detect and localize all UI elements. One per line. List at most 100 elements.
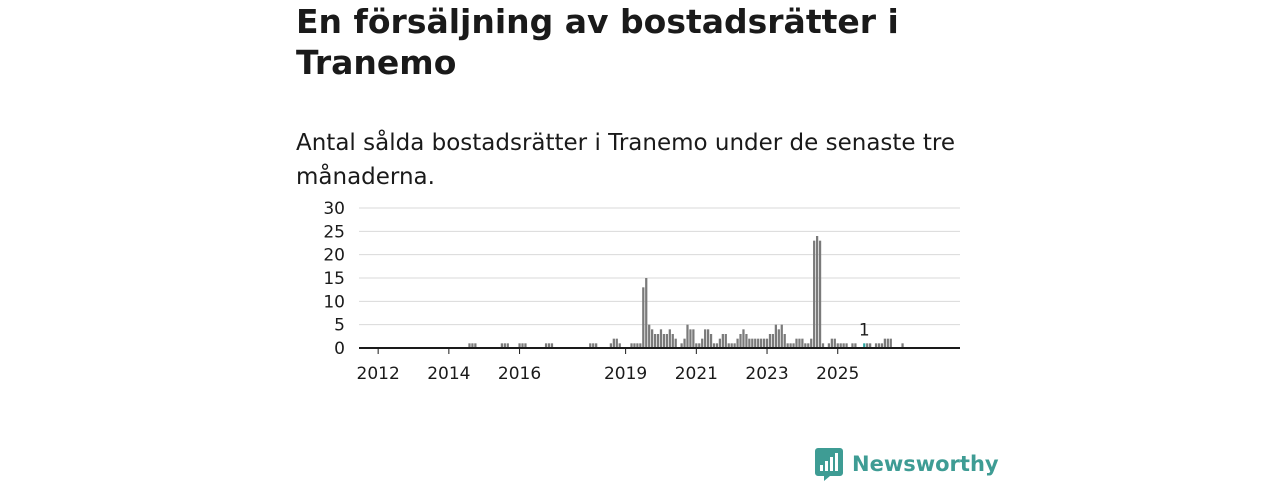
bar (813, 240, 816, 348)
bar (701, 338, 704, 348)
bar (798, 338, 801, 348)
bar (830, 338, 833, 348)
x-tick-label: 2014 (427, 364, 470, 384)
bar (544, 343, 548, 348)
bar (745, 334, 748, 348)
bar (592, 343, 595, 348)
bar (833, 338, 836, 348)
y-tick-label: 20 (323, 246, 345, 266)
x-tick-label: 2025 (816, 364, 859, 384)
y-tick-label: 5 (334, 316, 345, 336)
bar (618, 343, 621, 348)
bar (827, 343, 831, 348)
bar (877, 343, 881, 348)
bar (712, 343, 716, 348)
bar (736, 338, 739, 348)
bar (665, 334, 668, 348)
bar (609, 343, 613, 348)
bar (521, 343, 524, 348)
bar (689, 329, 692, 348)
bar (659, 329, 663, 348)
bar (715, 343, 719, 348)
bar (795, 338, 798, 348)
bar (739, 334, 742, 348)
bar (547, 343, 551, 348)
bar (686, 324, 689, 348)
bar (821, 343, 825, 348)
bar (692, 329, 695, 348)
bar (648, 324, 651, 348)
bar (751, 338, 754, 348)
bar (818, 240, 822, 348)
bar (886, 338, 889, 348)
highlighted-bar (863, 343, 866, 348)
bar (500, 343, 504, 348)
bar (468, 343, 471, 348)
bar (615, 338, 618, 348)
bar (683, 338, 686, 348)
bar (807, 343, 810, 348)
bar (874, 343, 878, 348)
bar (786, 343, 789, 348)
y-tick-label: 25 (323, 222, 345, 242)
y-tick-label: 30 (323, 199, 345, 219)
y-tick-label: 15 (323, 269, 345, 289)
bar (706, 329, 710, 348)
bar (869, 343, 872, 348)
bar (780, 324, 783, 348)
bar (656, 334, 660, 348)
x-tick-label: 2019 (604, 364, 647, 384)
bar (733, 343, 736, 348)
bar (842, 343, 845, 348)
bar (765, 338, 769, 348)
newsworthy-logo-icon (815, 448, 843, 481)
bar (503, 343, 506, 348)
bar (727, 343, 730, 348)
bar (774, 324, 777, 348)
bar (883, 338, 886, 348)
bar (695, 343, 698, 348)
bar (768, 334, 772, 348)
bar (595, 343, 598, 348)
bar (851, 343, 854, 348)
bar (783, 334, 786, 348)
bar (471, 343, 474, 348)
bar (901, 343, 904, 348)
bar (718, 338, 722, 348)
brand-logo: Newsworthy (815, 446, 999, 482)
bar (589, 343, 592, 348)
bar (866, 343, 869, 348)
bar (518, 343, 521, 348)
bar (754, 338, 757, 348)
bar (674, 338, 677, 348)
bar (801, 338, 804, 348)
bar (815, 236, 819, 348)
bar (653, 334, 657, 348)
brand-name: Newsworthy (852, 452, 999, 476)
bar (642, 287, 645, 348)
bar (836, 343, 839, 348)
bar (792, 343, 795, 348)
bar (636, 343, 639, 348)
bar (630, 343, 633, 348)
bar (880, 343, 884, 348)
x-tick-label: 2021 (675, 364, 718, 384)
bar (789, 343, 792, 348)
bar (757, 338, 760, 348)
bar (730, 343, 733, 348)
bar (721, 334, 724, 348)
bar (633, 343, 636, 348)
x-tick-label: 2016 (498, 364, 541, 384)
y-tick-label: 0 (334, 339, 345, 359)
bar (662, 334, 666, 348)
bar (680, 343, 683, 348)
bar (645, 278, 648, 348)
bar (709, 334, 713, 348)
bar (845, 343, 848, 348)
bar (810, 338, 813, 348)
bar (724, 334, 727, 348)
chart-title: Antal sålda bostadsrätter i Tranemo unde… (296, 130, 956, 190)
x-tick-label: 2023 (745, 364, 788, 384)
bar (550, 343, 554, 348)
